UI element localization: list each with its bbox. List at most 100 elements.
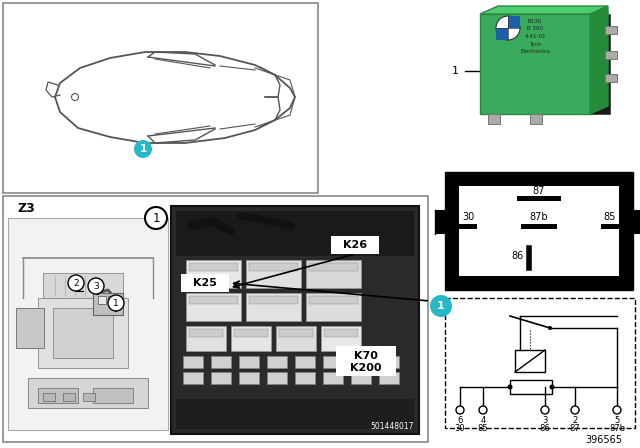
Bar [605,51,617,59]
Bar [186,326,226,351]
Text: Tyco: Tyco [529,42,541,47]
Circle shape [72,94,79,100]
Bar [108,296,116,304]
Text: 6: 6 [458,415,463,425]
Polygon shape [480,6,608,14]
Bar [379,356,399,368]
Text: 3: 3 [93,281,99,290]
Circle shape [613,406,621,414]
Bar [279,329,313,337]
Text: 85: 85 [477,423,488,432]
Bar [321,326,361,351]
Bar [189,296,238,304]
Polygon shape [496,28,508,40]
Text: 87b: 87b [609,423,625,432]
Polygon shape [508,16,520,28]
Text: 2: 2 [572,415,578,425]
Bar [267,356,287,368]
Bar [189,263,238,271]
Bar [189,329,223,337]
Bar [183,356,203,368]
Text: K25: K25 [193,278,217,288]
Text: 5: 5 [614,415,620,425]
Bar [183,372,203,384]
Text: 87b: 87b [530,212,548,222]
Bar [521,224,557,229]
Bar [323,372,343,384]
Text: 1: 1 [113,298,119,307]
Bar [83,393,95,401]
Bar [181,274,229,292]
Bar [309,263,358,271]
Text: B130: B130 [528,18,542,23]
Text: 501448017: 501448017 [371,422,414,431]
Text: B 300: B 300 [527,26,543,30]
Circle shape [68,275,84,291]
Text: Electronics: Electronics [520,48,550,53]
Bar [295,356,315,368]
Text: 87: 87 [533,186,545,196]
Bar [43,273,123,298]
Text: K70: K70 [354,351,378,361]
Text: K26: K26 [343,240,367,250]
Bar [16,308,44,348]
Text: 4-41-01: 4-41-01 [524,34,546,39]
Bar [267,372,287,384]
Bar [379,372,399,384]
Bar [93,293,123,315]
Bar [590,14,610,114]
Bar [53,308,113,358]
Circle shape [548,326,552,330]
Circle shape [430,295,452,317]
Bar [306,293,361,321]
Bar [605,74,617,82]
Text: 86: 86 [511,251,523,261]
Bar [295,372,315,384]
Circle shape [571,406,579,414]
Circle shape [145,207,167,229]
Bar [488,114,500,124]
Text: 1: 1 [152,211,160,224]
Text: 86: 86 [540,423,550,432]
Bar [239,372,259,384]
Bar [306,260,361,288]
Bar [459,224,477,229]
Bar [93,388,133,403]
Text: 1: 1 [451,66,458,76]
Bar [246,293,301,321]
Bar [246,260,301,288]
Text: 3: 3 [542,415,548,425]
Circle shape [541,406,549,414]
Text: 87: 87 [570,423,580,432]
Bar [234,329,268,337]
Text: K200: K200 [350,363,381,373]
Bar [3,196,428,442]
Bar [517,196,561,201]
Bar [231,326,271,351]
Bar [605,26,617,34]
Bar [351,356,371,368]
Circle shape [496,16,520,40]
Bar [171,206,419,434]
Circle shape [134,140,152,158]
Bar [239,356,259,368]
Bar [186,260,241,288]
Bar [459,186,619,276]
Bar [176,211,414,256]
Bar [249,296,298,304]
Circle shape [88,278,104,294]
Bar [480,14,590,114]
Bar [43,393,55,401]
Bar [530,114,542,124]
Bar [331,236,379,254]
Bar [324,329,358,337]
Bar [435,210,445,234]
Bar [601,224,619,229]
Circle shape [456,406,464,414]
Bar [38,298,128,368]
Bar [323,356,343,368]
Bar [38,388,78,403]
Bar [336,346,396,376]
Text: 4: 4 [481,415,486,425]
Bar [211,372,231,384]
